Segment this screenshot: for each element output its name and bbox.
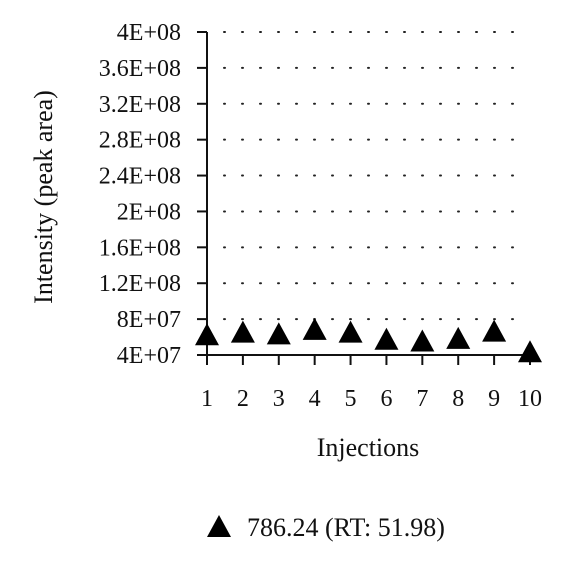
data-point-triangle (374, 327, 399, 350)
x-tick-label: 2 (237, 386, 249, 412)
y-tick-label: 4E+08 (117, 20, 181, 46)
data-point-triangle (518, 340, 542, 363)
data-point-triangle (195, 323, 219, 346)
data-point-triangle (266, 322, 291, 345)
x-axis-title: Injections (317, 433, 420, 462)
x-tick-label: 9 (488, 386, 500, 412)
x-tick-label: 8 (452, 386, 464, 412)
y-tick-label: 4E+07 (117, 343, 181, 369)
y-tick-label: 2E+08 (117, 199, 181, 225)
data-point-triangle (446, 326, 471, 349)
x-tick-label: 10 (518, 386, 542, 412)
y-tick-label: 3.6E+08 (99, 56, 181, 82)
data-point-triangle (230, 320, 255, 343)
y-tick-label: 3.2E+08 (99, 92, 181, 118)
data-point-triangle (410, 329, 435, 352)
data-point-triangle (302, 317, 327, 340)
y-tick-label: 2.8E+08 (99, 128, 181, 154)
legend-triangle-marker (207, 515, 231, 537)
data-point-triangle (338, 320, 363, 343)
x-tick-label: 7 (416, 386, 428, 412)
x-ticks: 1 2 3 4 5 6 7 8 9 10 (201, 355, 542, 412)
x-tick-label: 4 (309, 386, 321, 412)
x-tick-label: 1 (201, 386, 213, 412)
legend-label: 786.24 (RT: 51.98) (247, 513, 445, 542)
y-tick-label: 8E+07 (117, 307, 181, 333)
x-tick-label: 6 (380, 386, 392, 412)
y-tick-label: 2.4E+08 (99, 164, 181, 190)
x-tick-label: 5 (345, 386, 357, 412)
y-axis-title: Intensity (peak area) (29, 90, 58, 304)
data-points (195, 317, 542, 363)
axes (206, 32, 530, 356)
data-point-triangle (482, 319, 507, 342)
legend: 786.24 (RT: 51.98) (207, 513, 445, 542)
y-tick-label: 1.6E+08 (99, 235, 181, 261)
y-ticks: 4E+07 8E+07 1.2E+08 1.6E+08 2E+08 2.4E+08 2.8E… (99, 20, 207, 369)
gridlines (223, 31, 531, 321)
y-tick-label: 1.2E+08 (99, 271, 181, 297)
x-tick-label: 3 (273, 386, 285, 412)
